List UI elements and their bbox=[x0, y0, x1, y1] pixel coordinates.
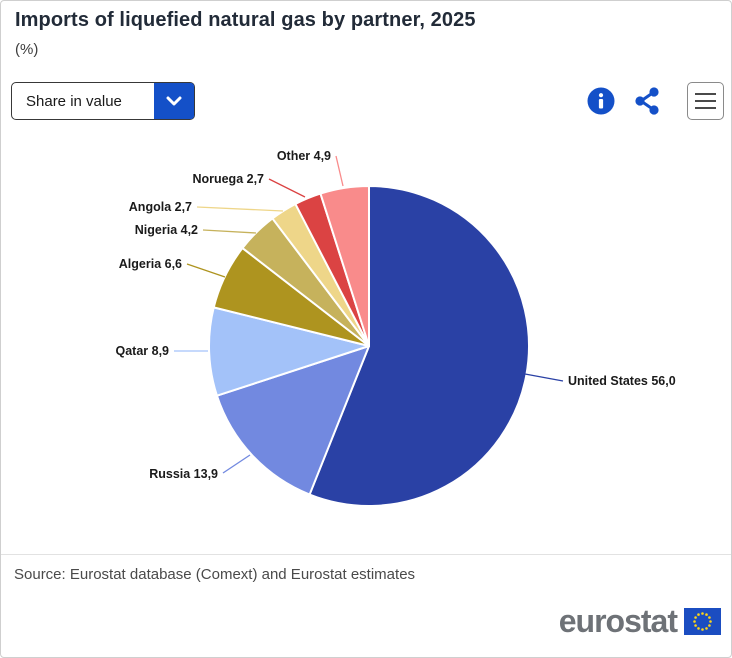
label-leader-line bbox=[222, 454, 251, 474]
eurostat-logo-text: eurostat bbox=[558, 603, 678, 639]
slice-label: Algeria 6,6 bbox=[119, 257, 182, 271]
share-button[interactable] bbox=[632, 86, 663, 116]
info-icon bbox=[587, 87, 615, 115]
slice-label: Russia 13,9 bbox=[149, 467, 218, 481]
info-button[interactable] bbox=[587, 87, 615, 115]
source-text: Source: Eurostat database (Comext) and E… bbox=[14, 566, 416, 583]
chevron-down-icon bbox=[154, 83, 194, 119]
indicator-dropdown[interactable]: Share in value bbox=[11, 82, 195, 120]
menu-button[interactable] bbox=[687, 82, 724, 120]
pie-chart: United States 56,0 Russia 13,9 Qatar 8,9 Al… bbox=[115, 149, 676, 507]
slice-label: United States 56,0 bbox=[568, 374, 676, 388]
footer-divider bbox=[1, 554, 731, 555]
slice-label: Nigeria 4,2 bbox=[135, 223, 198, 237]
slice-label: Qatar 8,9 bbox=[115, 344, 169, 358]
label-leader-line bbox=[186, 263, 226, 278]
pie-slice-qatar[interactable] bbox=[208, 306, 370, 397]
unit-label: (%) bbox=[15, 41, 39, 58]
eu-flag-icon bbox=[684, 607, 721, 635]
label-leader-line bbox=[524, 373, 564, 382]
pie-slice-russia[interactable] bbox=[215, 345, 370, 496]
flag-stars bbox=[693, 611, 712, 631]
eurostat-logo: eurostat bbox=[559, 605, 721, 637]
dropdown-selected-value: Share in value bbox=[26, 92, 122, 110]
hamburger-icon bbox=[695, 93, 716, 95]
label-leader-line bbox=[196, 206, 284, 212]
slice-label: Angola 2,7 bbox=[129, 200, 192, 214]
label-leader-line bbox=[268, 178, 306, 198]
page-title: Imports of liquefied natural gas by part… bbox=[15, 9, 476, 31]
pie-slice-other[interactable] bbox=[319, 185, 370, 347]
label-leader-line bbox=[202, 229, 257, 234]
share-icon bbox=[635, 87, 659, 115]
slice-label: Noruega 2,7 bbox=[192, 172, 264, 186]
slice-label: Other 4,9 bbox=[277, 149, 331, 163]
pie-slice-united-states[interactable] bbox=[308, 185, 530, 507]
label-leader-line bbox=[335, 155, 344, 187]
